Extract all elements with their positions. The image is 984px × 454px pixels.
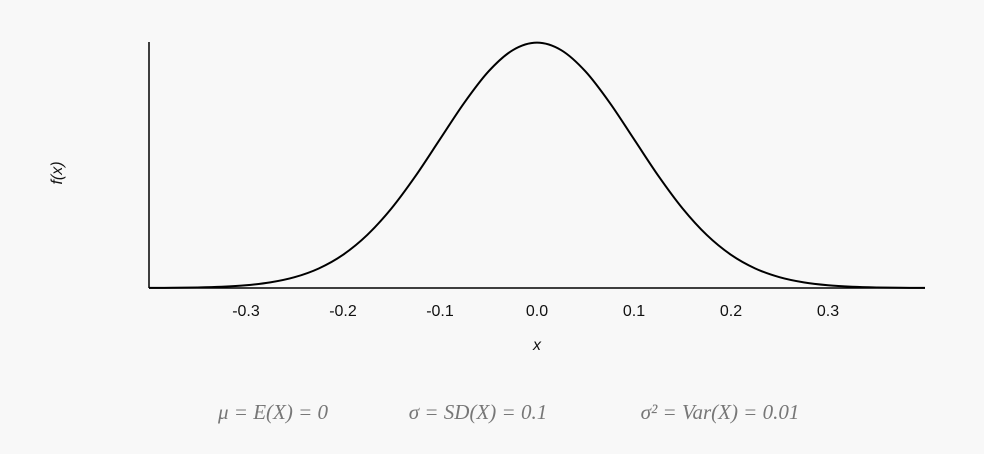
x-tick-label: 0.1 [623, 303, 645, 320]
x-tick-label: 0.2 [720, 303, 742, 320]
density-curve [148, 41, 926, 289]
x-tick-label: 0.0 [526, 303, 548, 320]
x-axis-label: x [532, 337, 542, 354]
formula: σ² = Var(X) = 0.01 [641, 400, 800, 424]
y-axis-label: f(x) [49, 161, 66, 184]
x-tick-label: -0.3 [232, 303, 260, 320]
x-tick-label: 0.3 [817, 303, 839, 320]
x-tick-label: -0.1 [426, 303, 454, 320]
formula: μ = E(X) = 0 [217, 400, 329, 424]
x-tick-label: -0.2 [329, 303, 357, 320]
formula: σ = SD(X) = 0.1 [409, 400, 547, 424]
